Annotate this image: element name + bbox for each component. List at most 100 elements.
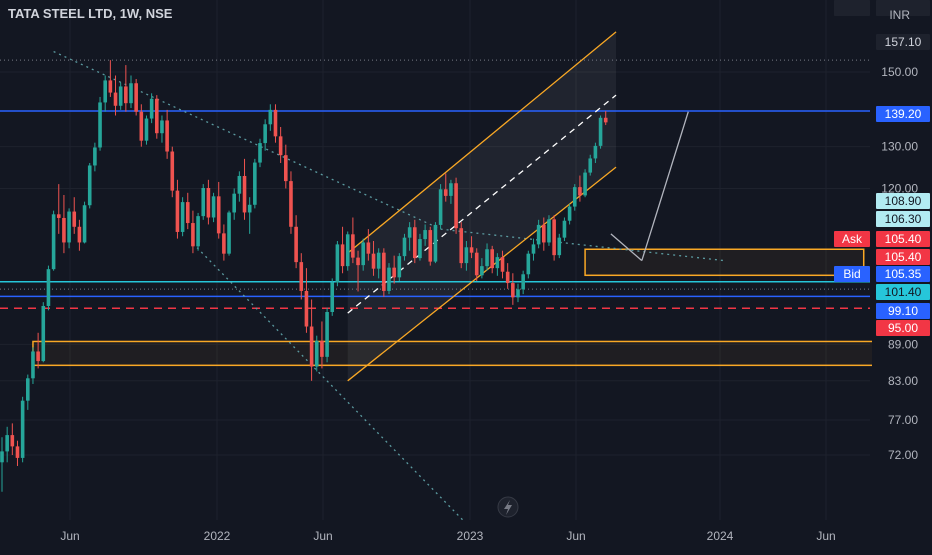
candle-body xyxy=(108,80,113,93)
candle-body xyxy=(10,435,15,447)
candle-body xyxy=(93,147,97,166)
price-tag-bg xyxy=(876,34,930,50)
y-tick-label: 83.00 xyxy=(888,374,918,388)
candle-body xyxy=(268,109,273,125)
candle-body xyxy=(443,189,448,196)
candle-body xyxy=(418,239,422,259)
candle-body xyxy=(505,271,510,284)
price-tag-label-bg xyxy=(834,231,870,247)
candle-body xyxy=(144,118,149,141)
candle-body xyxy=(366,242,371,254)
candle xyxy=(160,115,164,143)
candle-body xyxy=(103,80,107,103)
candle xyxy=(449,179,453,204)
candle-body xyxy=(340,244,345,267)
candle xyxy=(557,233,562,259)
candle-body xyxy=(77,226,82,243)
candle xyxy=(397,253,402,281)
candle-body xyxy=(511,283,515,298)
candle xyxy=(423,224,427,246)
candle-body xyxy=(67,211,71,243)
candle xyxy=(480,258,484,279)
price-tag: 108.90 xyxy=(876,193,930,209)
candle xyxy=(185,192,190,230)
candle-body xyxy=(124,86,128,104)
candle-body xyxy=(413,227,417,259)
candle-body xyxy=(253,162,257,205)
y-tick-label: 130.00 xyxy=(881,140,918,154)
candle xyxy=(314,335,319,372)
candle xyxy=(392,255,396,284)
candle xyxy=(583,169,587,198)
candle xyxy=(294,215,298,269)
price-tag-value: 99.10 xyxy=(888,304,918,318)
zone-0 xyxy=(584,248,865,277)
candle xyxy=(567,203,572,225)
candle xyxy=(31,347,35,384)
candle-body xyxy=(46,269,51,306)
candle xyxy=(15,440,20,466)
candle-body xyxy=(175,190,180,232)
lightning-icon-glyph xyxy=(504,500,512,515)
candle-body xyxy=(5,435,9,452)
candle xyxy=(93,142,97,172)
candle xyxy=(201,184,206,220)
candle-body xyxy=(552,219,556,256)
candle xyxy=(77,219,82,251)
candle xyxy=(118,82,123,110)
candle-body xyxy=(345,234,350,267)
candle-body xyxy=(392,267,396,278)
candle xyxy=(222,224,226,261)
price-tag-bg xyxy=(876,106,930,122)
candle xyxy=(175,179,180,239)
y-tick-label: 150.00 xyxy=(881,65,918,79)
candle xyxy=(516,283,520,303)
candle xyxy=(144,115,149,145)
price-tag: 139.20 xyxy=(876,106,930,122)
candle-body xyxy=(382,252,386,291)
candle xyxy=(72,197,77,234)
price-tag-label: Low xyxy=(841,0,863,3)
candle xyxy=(474,248,479,281)
trendline-solid xyxy=(641,111,689,261)
price-tag-label-bg xyxy=(834,266,870,282)
candle-body xyxy=(82,205,87,243)
candle xyxy=(371,241,376,276)
candle-body xyxy=(526,253,531,275)
candle xyxy=(196,212,200,251)
candle xyxy=(552,215,556,261)
price-tag-bg xyxy=(876,320,930,336)
candle xyxy=(593,142,598,163)
candle-body xyxy=(289,181,293,227)
candle-body xyxy=(542,224,546,243)
candle-body xyxy=(129,83,133,104)
candle xyxy=(464,241,469,271)
candle xyxy=(542,217,546,251)
candle xyxy=(578,175,582,202)
x-tick-label: 2023 xyxy=(457,529,484,543)
price-tag-label: Bid xyxy=(843,267,860,281)
candle-body xyxy=(469,247,474,253)
price-tag-value: 95.00 xyxy=(888,321,918,335)
candle-body xyxy=(536,224,541,245)
candle xyxy=(526,250,531,279)
candle xyxy=(376,248,381,279)
candle xyxy=(289,171,293,234)
candle-body xyxy=(320,340,324,357)
candle xyxy=(531,238,536,261)
candle-body xyxy=(36,351,40,362)
price-tag-bg xyxy=(876,193,930,209)
candle-body xyxy=(216,196,221,234)
candle-body xyxy=(588,158,593,173)
candle-body xyxy=(206,188,211,218)
candle xyxy=(547,215,551,246)
candle-body xyxy=(222,233,226,254)
price-tag-value: 105.40 xyxy=(885,232,922,246)
candle-body xyxy=(258,143,262,163)
candle xyxy=(598,115,603,149)
candle xyxy=(278,126,283,163)
candle-body xyxy=(41,305,46,362)
candle xyxy=(433,222,438,264)
